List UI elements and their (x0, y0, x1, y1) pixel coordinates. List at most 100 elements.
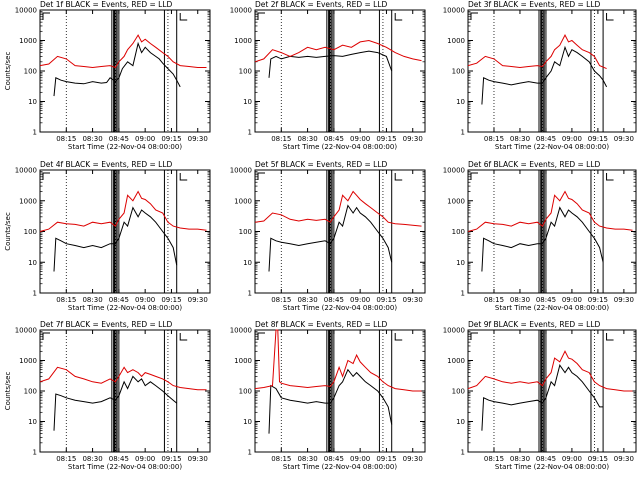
x-tick-label: 08:15 (56, 296, 76, 304)
bracket-marker (470, 332, 478, 340)
x-tick-label: 09:00 (135, 296, 155, 304)
x-tick-label: 08:15 (271, 296, 291, 304)
y-tick-label: 10000 (230, 327, 252, 335)
series-line-lld (467, 190, 633, 232)
bracket-marker (179, 13, 188, 21)
series-line-lld (467, 350, 633, 392)
x-tick-label: 08:45 (324, 455, 344, 463)
x-tick-label: 09:30 (403, 296, 423, 304)
bracket-marker (257, 332, 265, 340)
x-tick-label: 09:00 (562, 455, 582, 463)
x-tick-label: 08:15 (271, 135, 291, 143)
x-tick-label: 08:30 (510, 455, 530, 463)
bracket-marker (606, 13, 614, 21)
y-tick-label: 100 (239, 68, 252, 76)
x-tick-label: 09:15 (161, 296, 181, 304)
bracket-marker (257, 12, 265, 20)
plot-frame (39, 329, 211, 453)
x-tick-label: 09:00 (562, 135, 582, 143)
x-tick-label: 08:15 (56, 455, 76, 463)
chart-panel-7: Det 7f BLACK = Events, RED = LLD 1 10 100 10… (4, 320, 211, 471)
x-tick-label: 08:30 (82, 455, 102, 463)
y-tick-label: 10000 (15, 7, 37, 15)
y-tick-label: 10 (456, 98, 465, 106)
chart-title: Det 7f BLACK = Events, RED = LLD (40, 320, 173, 329)
y-axis-label: Counts/sec (4, 212, 12, 251)
plot-frame (39, 169, 211, 294)
x-tick-label: 09:30 (614, 296, 634, 304)
chart-title: Det 1f BLACK = Events, RED = LLD (40, 0, 173, 9)
y-tick-label: 10 (243, 259, 252, 267)
plot-frame (467, 9, 637, 133)
series-line-events (53, 375, 178, 431)
y-tick-label: 10 (243, 98, 252, 106)
x-tick-label: 08:30 (510, 296, 530, 304)
bracket-marker (42, 172, 50, 180)
y-tick-label: 10000 (230, 7, 252, 15)
bracket-marker (606, 173, 614, 181)
y-tick-label: 100 (24, 388, 37, 396)
bracket-marker (179, 173, 188, 181)
y-axis-label: Counts/sec (4, 52, 12, 91)
x-tick-label: 08:45 (536, 135, 556, 143)
x-tick-label: 08:15 (271, 455, 291, 463)
x-tick-label: 09:30 (188, 135, 208, 143)
x-tick-label: 09:30 (188, 296, 208, 304)
chart-panel-9: Det 9f BLACK = Events, RED = LLD 1 10 100 10… (443, 320, 637, 471)
bracket-marker (394, 13, 403, 21)
y-tick-label: 1 (461, 449, 465, 457)
plot-frame (467, 169, 637, 294)
y-tick-label: 1 (461, 129, 465, 137)
y-tick-label: 1 (33, 290, 37, 298)
plot-frame (254, 9, 426, 133)
y-tick-label: 10000 (443, 327, 465, 335)
y-tick-label: 100 (24, 68, 37, 76)
bracket-marker (179, 333, 188, 341)
bracket-marker (257, 172, 265, 180)
x-tick-label: 09:15 (588, 455, 608, 463)
chart-panel-5: Det 5f BLACK = Events, RED = LLD 1 10 100 10… (230, 160, 426, 312)
x-tick-label: 09:00 (350, 296, 370, 304)
chart-title: Det 2f BLACK = Events, RED = LLD (255, 0, 388, 9)
x-tick-label: 08:45 (109, 455, 129, 463)
x-tick-label: 08:30 (82, 135, 102, 143)
x-tick-label: 08:30 (297, 135, 317, 143)
x-axis-label: Start Time (22-Nov-04 08:00:00) (495, 143, 609, 151)
chart-panel-4: Det 4f BLACK = Events, RED = LLD 1 10 100 10… (4, 160, 211, 312)
y-tick-label: 10 (456, 418, 465, 426)
series-line-events (268, 368, 393, 434)
y-tick-label: 1 (461, 290, 465, 298)
series-line-events (268, 50, 393, 78)
bracket-marker (42, 12, 50, 20)
x-tick-label: 08:15 (56, 135, 76, 143)
y-tick-label: 10000 (443, 7, 465, 15)
series-line-lld (467, 34, 607, 70)
bracket-marker (470, 12, 478, 20)
y-tick-label: 1 (248, 290, 252, 298)
y-tick-label: 1000 (19, 357, 37, 365)
series-line-events (53, 41, 181, 97)
x-tick-label: 09:30 (614, 135, 634, 143)
series-line-lld (254, 39, 422, 63)
x-tick-label: 09:30 (614, 455, 634, 463)
y-tick-label: 10 (456, 259, 465, 267)
y-tick-label: 10000 (230, 167, 252, 175)
x-tick-label: 09:15 (161, 455, 181, 463)
x-axis-label: Start Time (22-Nov-04 08:00:00) (495, 463, 609, 471)
series-line-lld (254, 190, 422, 227)
chart-title: Det 5f BLACK = Events, RED = LLD (255, 160, 388, 169)
x-tick-label: 08:15 (484, 455, 504, 463)
chart-panel-3: Det 3f BLACK = Events, RED = LLD 1 10 100 10… (443, 0, 637, 151)
y-tick-label: 10 (28, 259, 37, 267)
x-axis-label: Start Time (22-Nov-04 08:00:00) (495, 304, 609, 312)
bracket-marker (394, 173, 403, 181)
x-tick-label: 08:45 (324, 296, 344, 304)
x-tick-label: 09:15 (376, 296, 396, 304)
plot-frame (254, 329, 426, 453)
x-tick-label: 08:30 (510, 135, 530, 143)
y-tick-label: 100 (452, 228, 465, 236)
chart-title: Det 6f BLACK = Events, RED = LLD (468, 160, 601, 169)
bracket-marker (394, 333, 403, 341)
